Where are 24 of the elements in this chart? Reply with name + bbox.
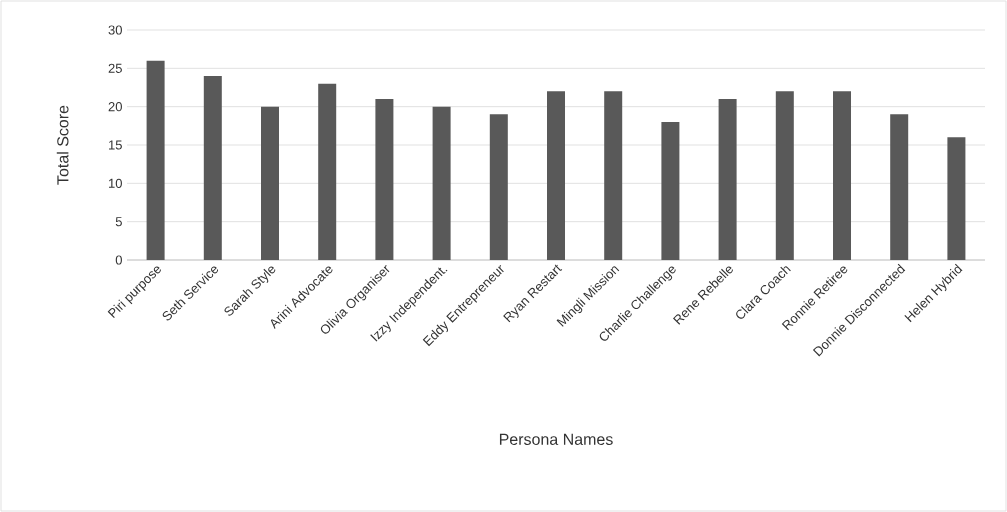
bar [661, 122, 680, 260]
y-tick-label: 25 [108, 63, 122, 73]
bar [947, 137, 966, 260]
bar [203, 76, 222, 260]
bar [547, 91, 565, 260]
y-tick-label: 15 [109, 140, 122, 150]
bar [489, 114, 508, 260]
x-axis-title: Persona Names [499, 433, 613, 445]
y-tick-label: 30 [108, 25, 122, 35]
bar [146, 60, 165, 260]
bar [604, 91, 623, 260]
bar [775, 91, 794, 260]
bar [890, 114, 909, 260]
bar [718, 99, 737, 260]
y-axis-title: Total Score [56, 105, 69, 185]
bar [833, 91, 851, 260]
y-tick-label: 10 [109, 178, 122, 188]
bar [261, 106, 279, 260]
bar [432, 106, 451, 260]
y-tick-label: 5 [115, 217, 122, 227]
y-tick-label: 0 [115, 255, 122, 265]
y-tick-label: 20 [108, 102, 122, 112]
bar [375, 99, 394, 260]
bar [318, 83, 337, 260]
